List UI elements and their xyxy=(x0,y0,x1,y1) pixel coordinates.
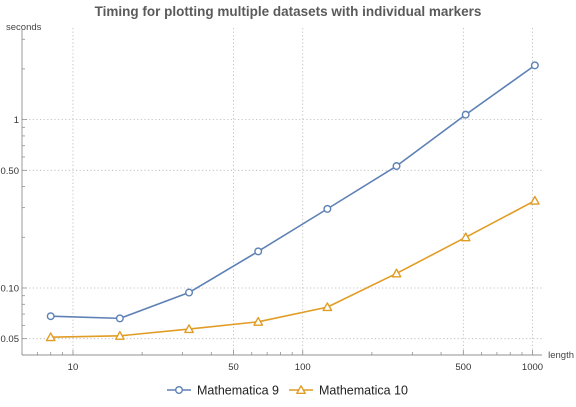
axes: 10 50 100 500 1000 0.05 0.10 0.50 1 xyxy=(1,28,543,373)
x-tick-label: 50 xyxy=(228,362,239,373)
x-tick-label: 500 xyxy=(455,362,471,373)
series-line xyxy=(50,64,536,320)
data-point xyxy=(529,195,540,205)
y-axis-label: seconds xyxy=(6,22,42,33)
data-point xyxy=(253,316,264,326)
legend: Mathematica 9 Mathematica 10 xyxy=(167,384,408,398)
gridlines xyxy=(22,28,542,355)
data-point xyxy=(530,61,539,70)
data-point xyxy=(254,247,263,256)
chart-title: Timing for plotting multiple datasets wi… xyxy=(95,4,482,19)
data-point xyxy=(45,332,56,342)
x-tick-label: 10 xyxy=(68,362,79,373)
legend-marker xyxy=(296,385,306,395)
x-axis-label: length xyxy=(548,350,574,361)
y-tick-label: 1 xyxy=(14,115,19,126)
legend-item: Mathematica 9 xyxy=(167,384,279,398)
series-mathematica-10 xyxy=(45,195,540,342)
legend-label: Mathematica 10 xyxy=(319,384,408,398)
data-point xyxy=(460,232,471,242)
series-mathematica-9 xyxy=(46,61,539,323)
data-point xyxy=(392,162,401,171)
legend-item: Mathematica 10 xyxy=(289,384,408,398)
x-tick-label: 100 xyxy=(295,362,311,373)
data-point xyxy=(323,204,332,213)
data-point xyxy=(185,288,194,297)
y-tick-label: 0.10 xyxy=(1,283,20,294)
series-line xyxy=(50,199,536,339)
legend-marker xyxy=(174,386,183,395)
legend-label: Mathematica 9 xyxy=(197,384,279,398)
data-point xyxy=(322,302,333,312)
data-point xyxy=(46,312,55,321)
data-point xyxy=(184,324,194,334)
data-point xyxy=(391,268,402,278)
y-tick-label: 0.05 xyxy=(1,334,20,345)
x-tick-label: 1000 xyxy=(522,362,543,373)
data-point xyxy=(115,314,124,323)
data-point xyxy=(114,330,125,340)
y-tick-label: 0.50 xyxy=(1,166,20,177)
series xyxy=(45,61,540,342)
data-point xyxy=(461,110,470,119)
